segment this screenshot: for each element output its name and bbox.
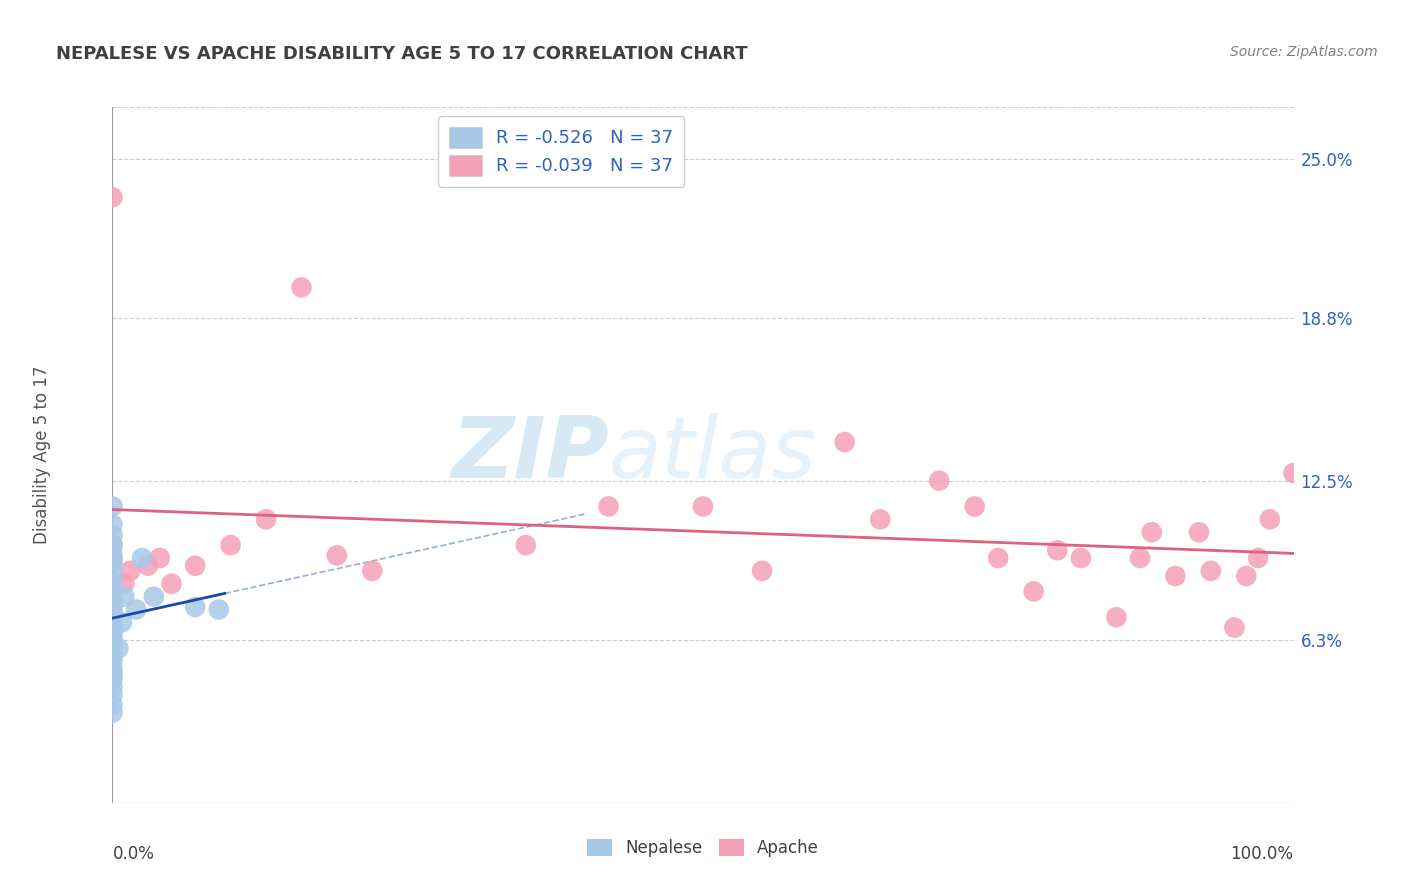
Point [254,512,277,526]
Point [963,500,986,514]
Point [101,706,124,720]
Point [101,517,124,532]
Point [101,605,124,619]
Point [101,590,124,604]
Point [751,564,773,578]
Point [101,538,124,552]
Point [290,280,312,294]
Point [101,595,124,609]
Point [101,641,124,656]
Point [101,648,124,663]
Point [692,500,714,514]
Point [1188,525,1211,540]
Text: atlas: atlas [609,413,817,497]
Point [869,512,891,526]
Point [184,599,207,614]
Point [1223,621,1246,635]
Point [112,576,135,591]
Point [1199,564,1222,578]
Point [131,551,153,566]
Point [101,680,124,694]
Point [125,602,148,616]
Point [112,590,135,604]
Point [101,582,124,596]
Point [1129,551,1152,566]
Point [1258,512,1281,526]
Point [101,698,124,712]
Point [928,474,950,488]
Point [101,662,124,676]
Point [149,551,172,566]
Point [101,556,124,570]
Point [107,641,129,656]
Point [101,672,124,686]
Point [101,621,124,635]
Point [1247,551,1270,566]
Point [101,636,124,650]
Point [120,564,142,578]
Text: 100.0%: 100.0% [1230,845,1294,863]
Point [101,538,124,552]
Point [101,625,124,640]
Point [1234,569,1257,583]
Point [101,190,124,204]
Point [834,435,856,450]
Point [219,538,242,552]
Text: 0.0%: 0.0% [112,845,155,863]
Point [515,538,537,552]
Point [326,549,349,563]
Legend: Nepalese, Apache: Nepalese, Apache [581,832,825,864]
Point [101,688,124,702]
Point [1140,525,1163,540]
Point [208,602,231,616]
Point [101,528,124,542]
Point [101,615,124,630]
Point [101,599,124,614]
Point [111,615,134,630]
Point [1164,569,1187,583]
Point [136,558,159,573]
Point [361,564,384,578]
Point [987,551,1010,566]
Text: Disability Age 5 to 17: Disability Age 5 to 17 [34,366,51,544]
Text: NEPALESE VS APACHE DISABILITY AGE 5 TO 17 CORRELATION CHART: NEPALESE VS APACHE DISABILITY AGE 5 TO 1… [56,45,748,62]
Point [101,631,124,645]
Point [101,549,124,563]
Point [598,500,620,514]
Point [101,564,124,578]
Point [101,551,124,566]
Point [1105,610,1128,624]
Text: Source: ZipAtlas.com: Source: ZipAtlas.com [1230,45,1378,59]
Point [142,590,165,604]
Point [101,574,124,589]
Point [1022,584,1045,599]
Text: ZIP: ZIP [451,413,609,497]
Point [160,576,183,591]
Point [184,558,207,573]
Point [1282,466,1305,480]
Point [101,610,124,624]
Point [101,500,124,514]
Point [101,654,124,668]
Point [101,667,124,681]
Point [1046,543,1069,558]
Point [1070,551,1092,566]
